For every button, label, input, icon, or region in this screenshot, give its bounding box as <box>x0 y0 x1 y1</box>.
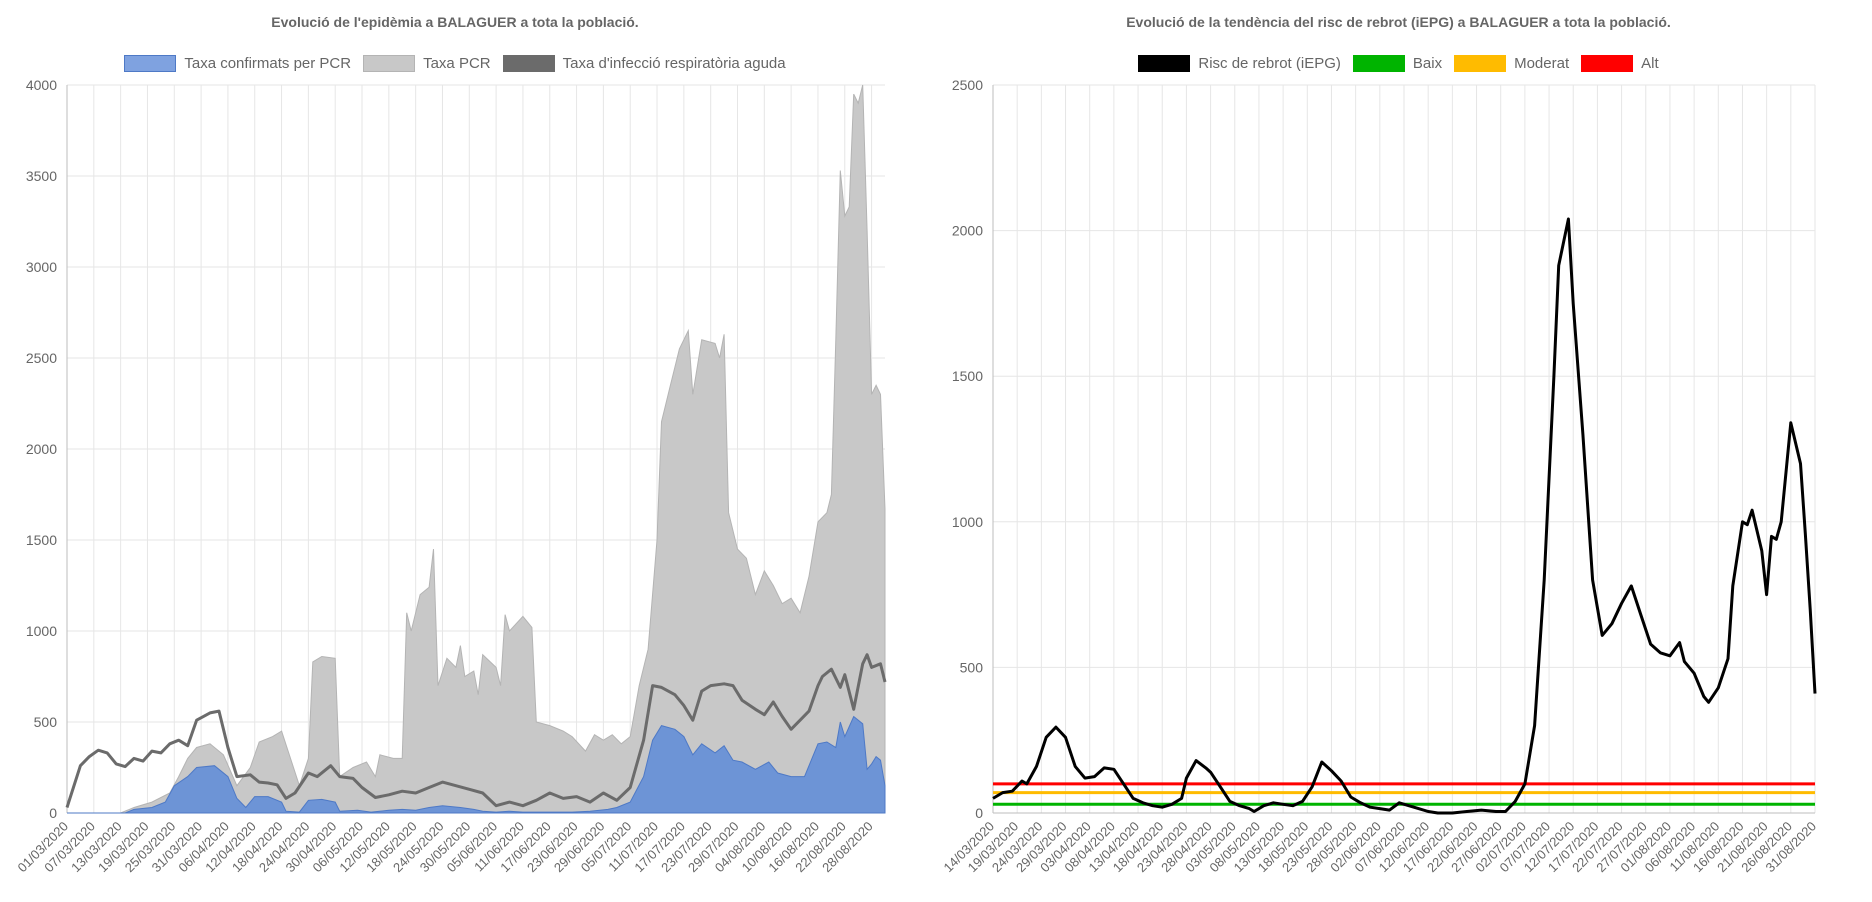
legend-swatch-iepg <box>1138 55 1191 72</box>
y-tick-label: 3000 <box>26 259 57 275</box>
legend-item-moderat[interactable]: Moderat <box>1454 55 1569 72</box>
legend-item-alt[interactable]: Alt <box>1581 55 1659 72</box>
y-tick-label: 0 <box>49 805 57 821</box>
legend-label-alt: Alt <box>1641 55 1659 72</box>
legend-swatch-pcr-confirmed <box>124 55 177 72</box>
legend-swatch-ira-rate <box>502 55 555 72</box>
legend-swatch-baix <box>1352 55 1405 72</box>
series-pcr-rate-area[interactable] <box>67 84 886 814</box>
y-tick-label: 500 <box>34 714 58 730</box>
y-tick-label: 500 <box>960 659 984 675</box>
legend-item-baix[interactable]: Baix <box>1352 55 1443 72</box>
legend-item-pcr-rate[interactable]: Taxa PCR <box>363 55 491 72</box>
legend-item-iepg[interactable]: Risc de rebrot (iEPG) <box>1138 55 1341 72</box>
y-tick-label: 2000 <box>952 223 983 239</box>
legend-label-pcr-confirmed: Taxa confirmats per PCR <box>184 55 352 72</box>
y-tick-label: 4000 <box>26 77 57 93</box>
legend-swatch-pcr-rate <box>363 55 416 72</box>
iepg-chart-legend: Risc de rebrot (iEPG) Baix Moderat Alt <box>925 55 1872 72</box>
y-tick-label: 0 <box>975 805 983 821</box>
epidemic-chart-panel: Evolució de l'epidèmia a BALAGUER a tota… <box>0 0 910 902</box>
epidemic-chart-legend: Taxa confirmats per PCR Taxa PCR Taxa d'… <box>0 55 910 72</box>
legend-label-baix: Baix <box>1412 55 1443 72</box>
iepg-grid <box>992 84 1816 814</box>
legend-item-ira-rate[interactable]: Taxa d'infecció respiratòria aguda <box>502 55 786 72</box>
iepg-chart-title: Evolució de la tendència del risc de reb… <box>1126 14 1671 30</box>
series-ira-rate-line[interactable] <box>65 653 887 808</box>
y-tick-label: 1000 <box>26 623 57 639</box>
series-iepg-line[interactable] <box>992 217 1817 815</box>
legend-label-iepg: Risc de rebrot (iEPG) <box>1198 55 1341 72</box>
y-tick-label: 1500 <box>26 532 57 548</box>
epidemic-chart-title: Evolució de l'epidèmia a BALAGUER a tota… <box>271 14 639 30</box>
legend-label-ira-rate: Taxa d'infecció respiratòria aguda <box>562 55 786 72</box>
y-tick-label: 3500 <box>26 168 57 184</box>
epidemic-chart-plot: 0500100015002000250030003500400001/03/20… <box>14 77 887 875</box>
iepg-chart-panel: Evolució de la tendència del risc de reb… <box>925 0 1872 902</box>
iepg-chart-plot: 0500100015002000250014/03/202019/03/2020… <box>940 77 1819 875</box>
y-tick-label: 1500 <box>952 368 983 384</box>
legend-swatch-moderat <box>1454 55 1507 72</box>
legend-swatch-alt <box>1581 55 1634 72</box>
y-tick-label: 1000 <box>952 514 983 530</box>
y-tick-label: 2000 <box>26 441 57 457</box>
legend-label-pcr-rate: Taxa PCR <box>423 55 491 72</box>
legend-label-moderat: Moderat <box>1514 55 1570 72</box>
y-tick-label: 2500 <box>26 350 57 366</box>
legend-item-pcr-confirmed[interactable]: Taxa confirmats per PCR <box>124 55 351 72</box>
y-tick-label: 2500 <box>952 77 983 93</box>
series-pcr-confirmed-area[interactable] <box>67 715 886 814</box>
